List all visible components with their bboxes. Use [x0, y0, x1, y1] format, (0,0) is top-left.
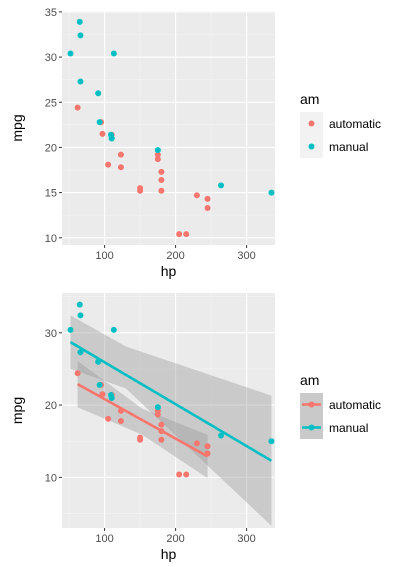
y-tick-label: 20 [45, 142, 57, 154]
x-axis-title: hp [161, 263, 177, 279]
x-tick-label: 100 [95, 533, 113, 545]
point-automatic [118, 164, 124, 170]
point-automatic [105, 416, 111, 422]
point-automatic [158, 422, 164, 428]
x-axis-title: hp [161, 546, 177, 562]
legend-label-manual: manual [329, 140, 368, 154]
point-manual [108, 132, 114, 138]
point-manual [77, 312, 83, 318]
x-tick-label: 200 [166, 250, 184, 262]
point-automatic [75, 105, 81, 111]
y-tick-label: 30 [45, 52, 57, 64]
point-manual [97, 119, 103, 125]
point-automatic [176, 471, 182, 477]
point-automatic [118, 152, 124, 158]
point-manual [218, 182, 224, 188]
point-automatic [194, 440, 200, 446]
legend-label-automatic: automatic [329, 398, 381, 412]
plot-2: 100 200 300 10 20 30 hp mpg am automatic manual [9, 293, 381, 562]
point-manual [111, 50, 117, 56]
point-automatic [183, 471, 189, 477]
y-axis-title: mpg [9, 397, 25, 424]
point-automatic [158, 169, 164, 175]
legend-label-manual: manual [329, 421, 368, 435]
point-automatic [205, 205, 211, 211]
point-automatic [176, 231, 182, 237]
point-manual [77, 19, 83, 25]
panel-background [62, 11, 275, 245]
y-tick-label: 30 [45, 328, 57, 340]
point-automatic [158, 188, 164, 194]
legend-point-automatic [309, 121, 315, 127]
point-automatic [194, 192, 200, 198]
point-manual [95, 90, 101, 96]
y-axis-title: mpg [9, 114, 25, 141]
point-automatic [205, 196, 211, 202]
point-automatic [75, 370, 81, 376]
legend: am automatic manual [300, 372, 381, 439]
legend-label-automatic: automatic [329, 117, 381, 131]
legend: am automatic manual [300, 91, 381, 158]
y-tick-label: 10 [45, 233, 57, 245]
point-manual [68, 327, 74, 333]
y-tick-label: 15 [45, 188, 57, 200]
point-automatic [183, 231, 189, 237]
point-automatic [158, 177, 164, 183]
x-tick-label: 300 [237, 250, 255, 262]
point-manual [155, 147, 161, 153]
point-automatic [205, 443, 211, 449]
legend-title: am [300, 91, 319, 107]
point-automatic [137, 437, 143, 443]
point-automatic [105, 162, 111, 168]
legend-title: am [300, 372, 319, 388]
point-manual [97, 382, 103, 388]
point-manual [77, 302, 83, 308]
legend-point-manual [309, 425, 315, 431]
point-manual [268, 190, 274, 196]
legend-point-automatic [309, 402, 315, 408]
x-tick-label: 200 [166, 533, 184, 545]
y-tick-label: 35 [45, 7, 57, 19]
y-tick-label: 20 [45, 400, 57, 412]
point-manual [111, 327, 117, 333]
point-manual [108, 392, 114, 398]
y-tick-label: 10 [45, 472, 57, 484]
x-tick-label: 100 [95, 250, 113, 262]
point-automatic [99, 131, 105, 137]
point-manual [68, 50, 74, 56]
legend-point-manual [309, 144, 315, 150]
y-tick-label: 25 [45, 97, 57, 109]
point-automatic [137, 188, 143, 194]
point-manual [77, 78, 83, 84]
plot-1: 100 200 300 10 15 20 25 30 35 hp mpg am automatic man… [9, 7, 381, 279]
point-manual [77, 32, 83, 38]
point-automatic [118, 418, 124, 424]
x-tick-label: 300 [237, 533, 255, 545]
point-manual [155, 404, 161, 410]
point-automatic [158, 437, 164, 443]
point-manual [268, 438, 274, 444]
